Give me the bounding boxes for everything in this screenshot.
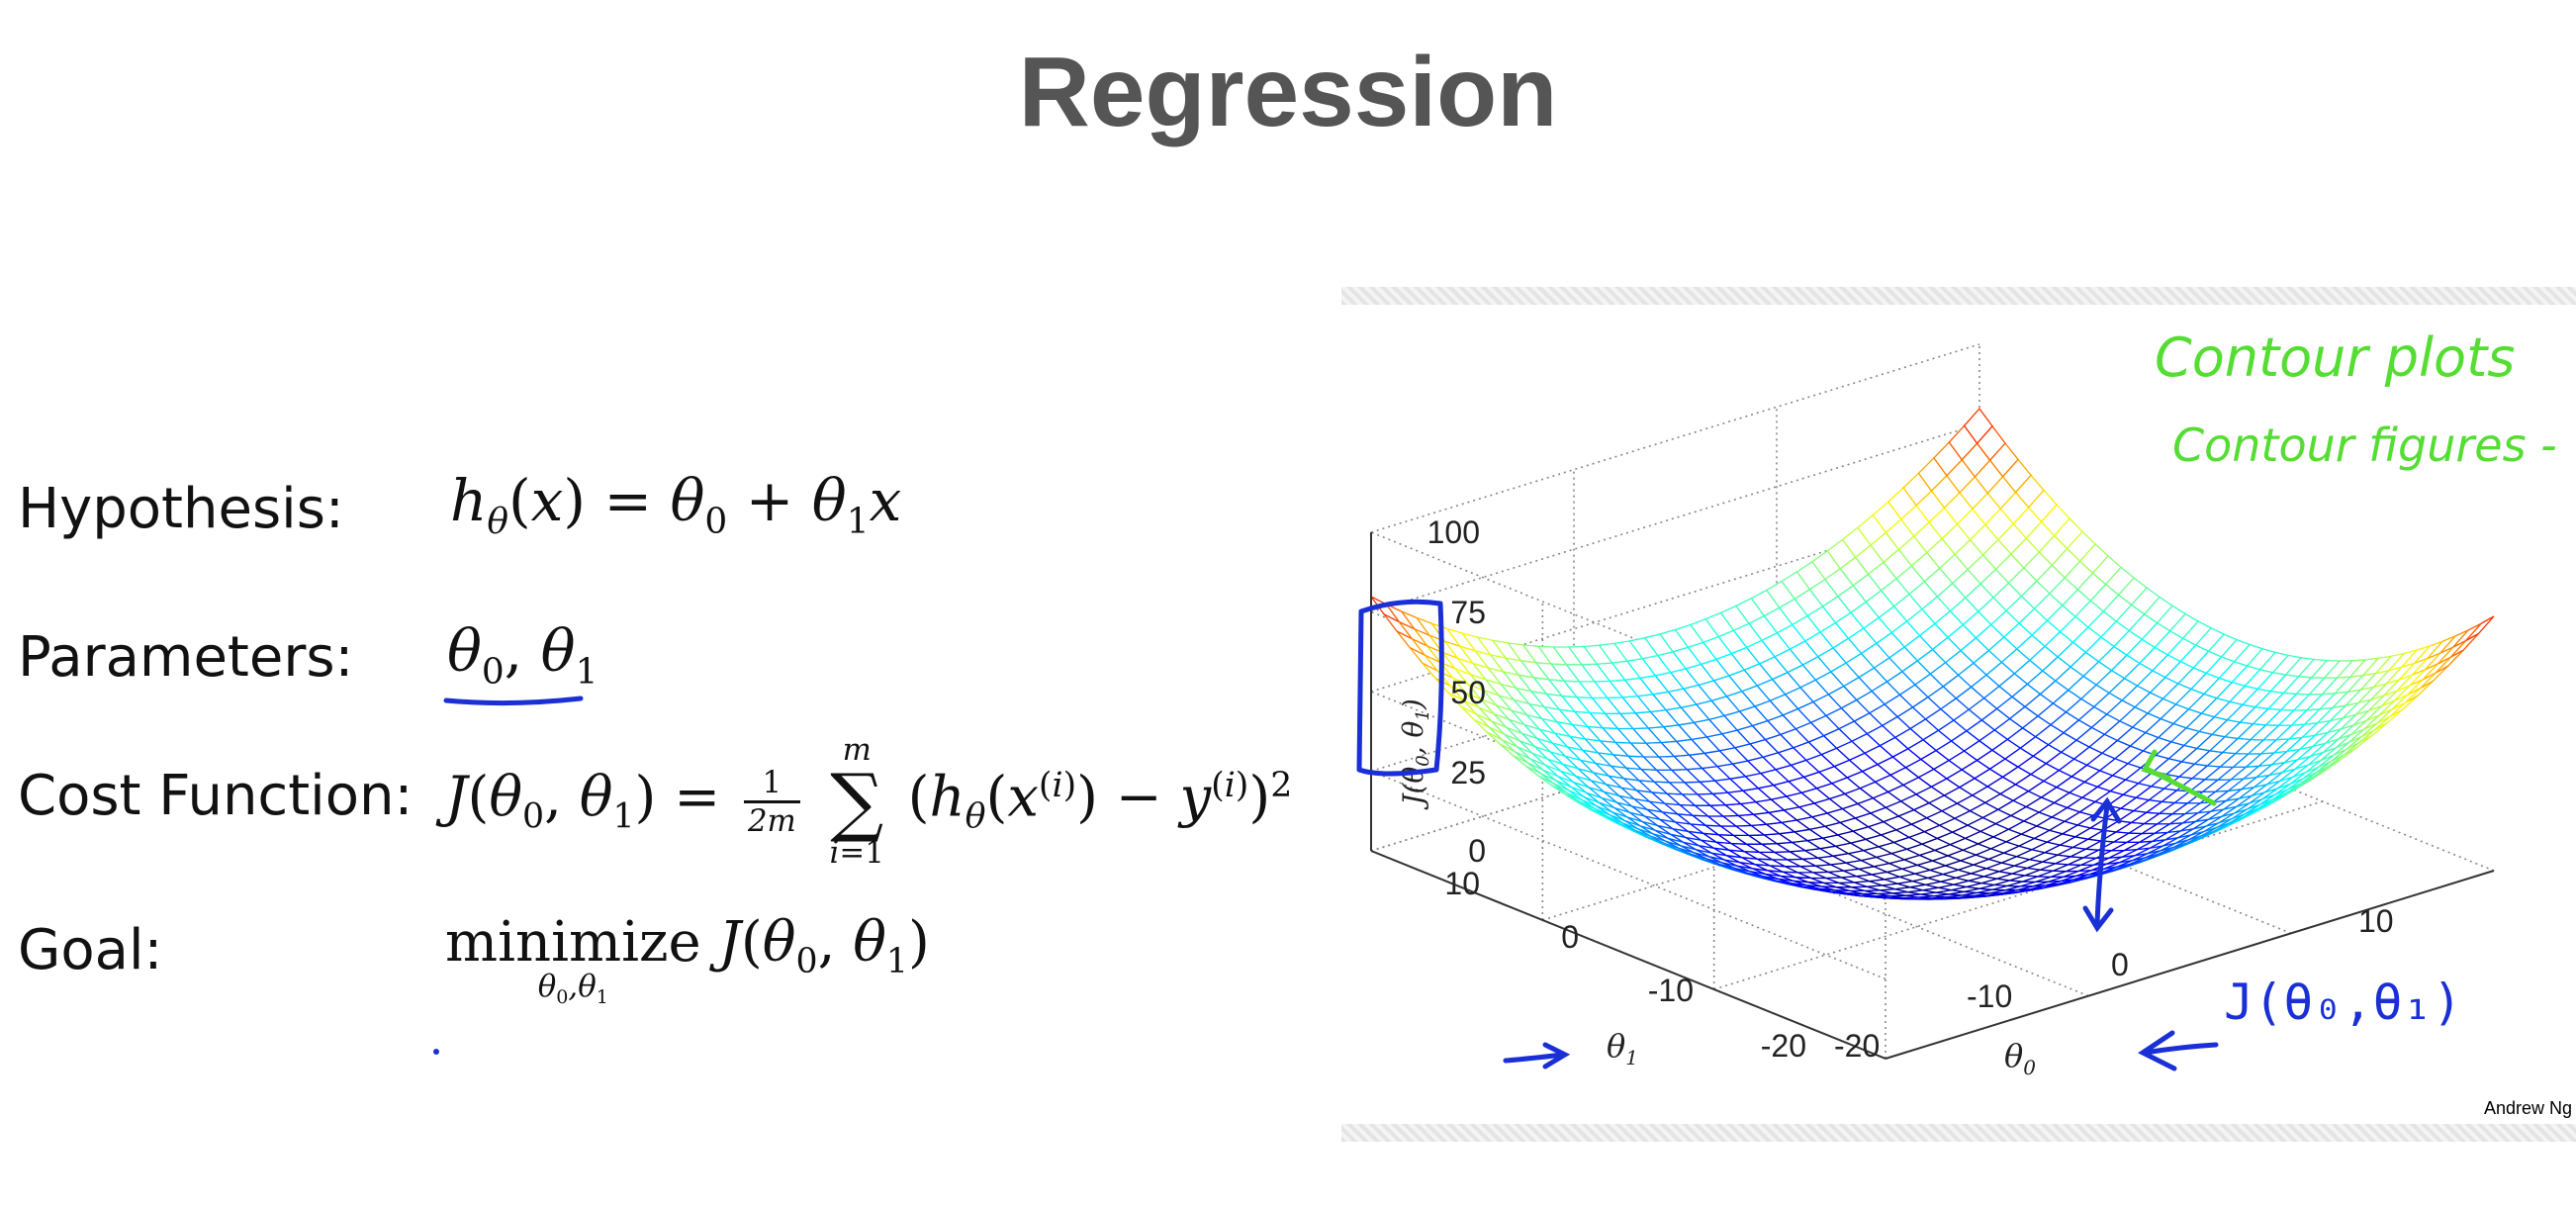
- figure-top-border: [1341, 287, 2576, 305]
- theta1-tick-10: 10: [1444, 866, 1480, 901]
- figure-bottom-border: [1341, 1124, 2576, 1142]
- z-tick-75: 75: [1450, 595, 1486, 630]
- theta0-tick-minus10: -10: [1967, 978, 2012, 1014]
- surface-cell: [2465, 615, 2495, 642]
- theta0-axis-label: θ0: [2004, 1037, 2036, 1079]
- theta1-axis-line: [1370, 850, 1886, 1060]
- z-tick-25: 25: [1450, 755, 1486, 790]
- plot-axes: [1370, 532, 2495, 1060]
- minimize-word: minimize: [445, 910, 701, 975]
- parameters-formula: θ0, θ1: [447, 617, 598, 693]
- theta1-tick-minus10: -10: [1648, 973, 1694, 1008]
- annotation-contour-figures: Contour figures -: [2172, 418, 2557, 472]
- theta1-axis-label: θ1: [1607, 1027, 1638, 1070]
- cost-function-formula: J(θ0, θ1) = 1 2m m ∑ i=1 (hθ(x(i)) − y(i))2: [445, 732, 1293, 872]
- height-double-arrow-ink: [2082, 796, 2122, 933]
- z-tick-100: 100: [1427, 514, 1480, 550]
- cost-surface-mesh: [1370, 407, 2495, 900]
- theta0-tick-0: 0: [2111, 947, 2129, 982]
- annotation-contour-plots: Contour plots: [2155, 326, 2515, 389]
- z-axis-label: J(θ0, θ1): [1397, 698, 1433, 810]
- z-label-ink-box: [1356, 599, 1444, 777]
- z-tick-50: 50: [1450, 675, 1486, 710]
- surface-arrow-ink: [2141, 749, 2217, 806]
- author-credit: Andrew Ng: [2483, 1098, 2572, 1118]
- theta0-tick-10: 10: [2358, 903, 2394, 939]
- surface-plot-svg: 100 75 50 25 0 10 0 -10 -20 10 0 -10 -20…: [1356, 326, 2557, 1079]
- ink-dot: [433, 1049, 439, 1055]
- surface-cell: [1963, 407, 1993, 445]
- goal-label: Goal:: [18, 918, 163, 982]
- cost-function-label: Cost Function:: [18, 764, 414, 828]
- theta0-tick-minus20: -20: [1834, 1028, 1880, 1064]
- right-arrow-ink: [2138, 1030, 2219, 1071]
- goal-formula: minimize θ0,θ1 J(θ0, θ1): [445, 910, 930, 1009]
- hypothesis-label: Hypothesis:: [18, 477, 344, 541]
- left-arrow-ink: [1503, 1042, 1571, 1070]
- theta0-axis-line: [1885, 870, 2495, 1060]
- page-title: Regression: [1018, 37, 1558, 147]
- z-tick-0: 0: [1468, 833, 1486, 869]
- annotation-j-theta: J(θ₀,θ₁): [2224, 974, 2462, 1031]
- parameters-label: Parameters:: [18, 625, 354, 690]
- hypothesis-formula: hθ(x) = θ0 + θ1x: [450, 467, 902, 542]
- theta1-tick-minus20: -20: [1761, 1028, 1806, 1064]
- theta1-tick-0: 0: [1561, 919, 1579, 955]
- parameters-underline-ink: [443, 696, 584, 706]
